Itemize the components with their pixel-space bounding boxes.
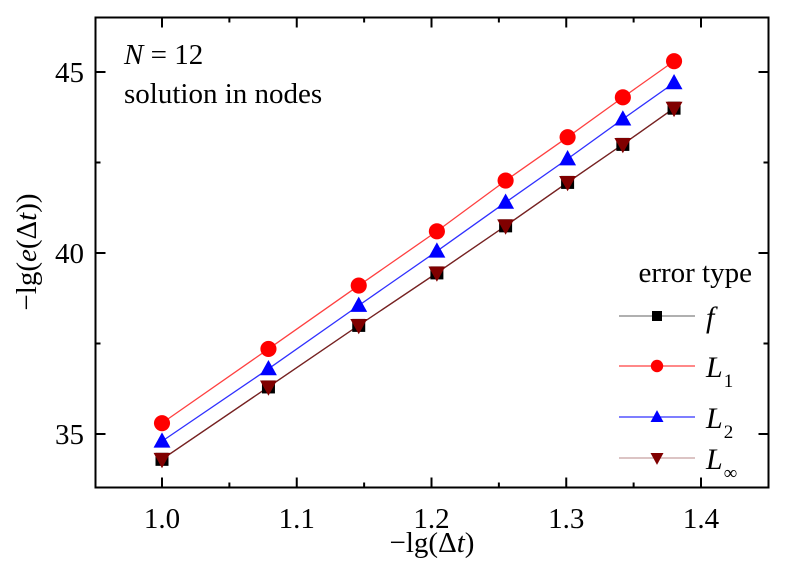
y-tick-label: 40 <box>55 238 84 270</box>
data-point-triangle-up-marker <box>497 193 515 209</box>
data-point-circle-marker <box>260 340 277 357</box>
data-point-circle-marker <box>559 129 576 146</box>
data-point-triangle-down-marker <box>260 380 277 396</box>
x-tick-label: 1.4 <box>683 503 720 535</box>
data-point-triangle-down-marker <box>559 175 577 192</box>
data-point-triangle-down-marker <box>614 137 632 154</box>
x-tick-label: 1.0 <box>144 503 180 535</box>
series-line-L∞ <box>161 107 675 460</box>
y-axis-label-e: e <box>11 249 43 262</box>
data-point-triangle-up-marker <box>665 73 683 90</box>
data-point-circle-marker <box>665 53 683 70</box>
data-point-triangle-up-marker <box>559 150 577 166</box>
legend-circle-marker <box>650 359 664 373</box>
x-axis-label-suffix: ) <box>465 527 475 559</box>
data-point-circle-marker <box>428 223 445 240</box>
series-lines <box>161 60 675 460</box>
data-point-triangle-up-marker <box>428 242 446 258</box>
y-axis-ticks: 35 40 45 <box>55 57 769 451</box>
y-axis-label-t: t <box>11 212 43 221</box>
y-axis-label-prefix: −lg( <box>11 262 43 311</box>
data-point-circle-marker <box>497 172 514 189</box>
annotation-n-var: N <box>123 39 145 71</box>
series-line-L1 <box>161 60 675 424</box>
data-point-triangle-down-marker <box>497 219 515 235</box>
data-point-triangle-down-marker <box>350 318 368 335</box>
y-tick-label: 35 <box>55 419 84 451</box>
x-tick-label: 1.2 <box>413 503 449 535</box>
x-axis-label: −lg(Δt) <box>390 527 475 559</box>
data-point-triangle-down-marker <box>153 452 171 469</box>
x-axis-label-var: t <box>457 527 466 559</box>
annotation-n-value: = 12 <box>143 39 203 71</box>
data-point-circle-marker <box>614 89 631 106</box>
data-point-triangle-down-marker <box>428 266 446 282</box>
data-point-triangle-down-marker <box>665 101 683 118</box>
legend-title: error type <box>638 257 752 289</box>
data-point-circle-marker <box>153 415 171 432</box>
x-tick-label: 1.1 <box>279 503 315 535</box>
data-point-triangle-up-marker <box>350 296 368 312</box>
annotation-n: N = 12 <box>123 39 203 71</box>
legend-triangle-up-marker <box>650 410 664 422</box>
y-tick-label: 45 <box>55 57 84 89</box>
x-axis-ticks: 1.0 1.1 1.2 1.3 1.4 <box>144 17 720 535</box>
y-axis-label-mid: (Δ <box>11 221 43 249</box>
data-point-circle-marker <box>350 277 367 294</box>
legend-label-subscript: 2 <box>724 422 734 443</box>
annotation-solution: solution in nodes <box>124 78 322 110</box>
data-point-triangle-up-marker <box>153 432 171 448</box>
data-point-triangle-up-marker <box>260 359 277 376</box>
series-markers <box>153 53 683 469</box>
legend-label-subscript: 1 <box>724 371 734 392</box>
legend-label-subscript: ∞ <box>724 463 738 484</box>
series-line-L2 <box>161 82 675 442</box>
data-point-triangle-up-marker <box>614 110 632 126</box>
y-axis-label: −lg(e(Δt)) <box>11 193 43 310</box>
x-axis-label-prefix: −lg(Δ <box>390 527 457 559</box>
x-tick-label: 1.3 <box>548 503 584 535</box>
y-axis-label-suffix: )) <box>11 193 43 212</box>
legend-square-marker <box>652 311 662 321</box>
legend-triangle-down-marker <box>650 453 664 465</box>
